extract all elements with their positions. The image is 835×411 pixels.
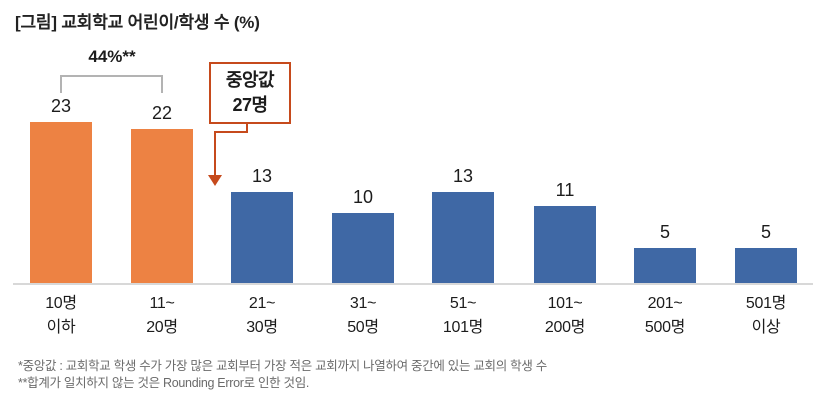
bar-value-label: 22 — [151, 103, 173, 123]
footnote-rounding-error: **합계가 일치하지 않는 것은 Rounding Error로 인한 것임. — [18, 376, 310, 390]
category-label-line: 30명 — [246, 319, 278, 336]
bar-value-label: 5 — [659, 222, 670, 242]
bracket-tick-left — [60, 75, 62, 93]
category-label-line: 11~ — [149, 295, 175, 312]
category-label: 11~ 20명 — [116, 292, 208, 340]
bar — [634, 248, 696, 283]
footnotes: *중앙값 : 교회학교 학생 수가 가장 많은 교회부터 가장 적은 교회까지 … — [18, 358, 718, 392]
category-label-line: 31~ — [349, 295, 377, 312]
category-label-line: 10명 — [45, 295, 77, 312]
bar — [231, 192, 293, 283]
median-arrow-stub — [246, 121, 248, 133]
category-label-line: 21~ — [248, 295, 276, 312]
category-label-line: 101~ — [547, 295, 583, 312]
x-axis-line — [13, 283, 813, 285]
bar-value-label: 11 — [555, 180, 575, 200]
bar-value-label: 5 — [760, 222, 771, 242]
median-arrow-head-icon — [208, 175, 222, 186]
bracket-line — [60, 75, 163, 77]
bar-value-label: 13 — [452, 166, 474, 186]
bar — [432, 192, 494, 283]
median-annotation-box: 중앙값 27명 — [209, 62, 291, 124]
bar — [131, 129, 193, 283]
footnote-median-definition: *중앙값 : 교회학교 학생 수가 가장 많은 교회부터 가장 적은 교회까지 … — [18, 359, 547, 373]
bar-value-label: 10 — [352, 187, 374, 207]
category-label: 201~ 500명 — [619, 292, 711, 340]
category-label-line: 500명 — [644, 319, 686, 336]
category-label-line: 51~ — [449, 295, 477, 312]
category-label: 101~ 200명 — [519, 292, 611, 340]
category-label-line: 이하 — [46, 319, 76, 336]
category-label: 31~ 50명 — [317, 292, 409, 340]
category-label-line: 101명 — [442, 319, 484, 336]
category-label: 21~ 30명 — [216, 292, 308, 340]
category-label-line: 이상 — [751, 319, 781, 336]
category-label-line: 200명 — [544, 319, 586, 336]
bar — [30, 122, 92, 283]
bar-value-label: 13 — [251, 166, 273, 186]
median-arrow-horizontal — [214, 131, 248, 133]
chart-title: [그림] 교회학교 어린이/학생 수 (%) — [15, 13, 260, 32]
median-label-line1: 중앙값 — [225, 70, 275, 90]
bracket-sum-label: 44%** — [88, 47, 136, 66]
category-label-line: 50명 — [347, 319, 379, 336]
category-label-line: 501명 — [745, 295, 787, 312]
bar — [332, 213, 394, 283]
median-arrow-vertical — [214, 131, 216, 176]
category-label-line: 20명 — [146, 319, 178, 336]
bar — [534, 206, 596, 283]
bracket-tick-right — [161, 75, 163, 93]
median-label-line2: 27명 — [232, 95, 268, 115]
category-label: 51~ 101명 — [417, 292, 509, 340]
bar-value-label: 23 — [50, 96, 72, 116]
bar — [735, 248, 797, 283]
category-label-line: 201~ — [647, 295, 683, 312]
